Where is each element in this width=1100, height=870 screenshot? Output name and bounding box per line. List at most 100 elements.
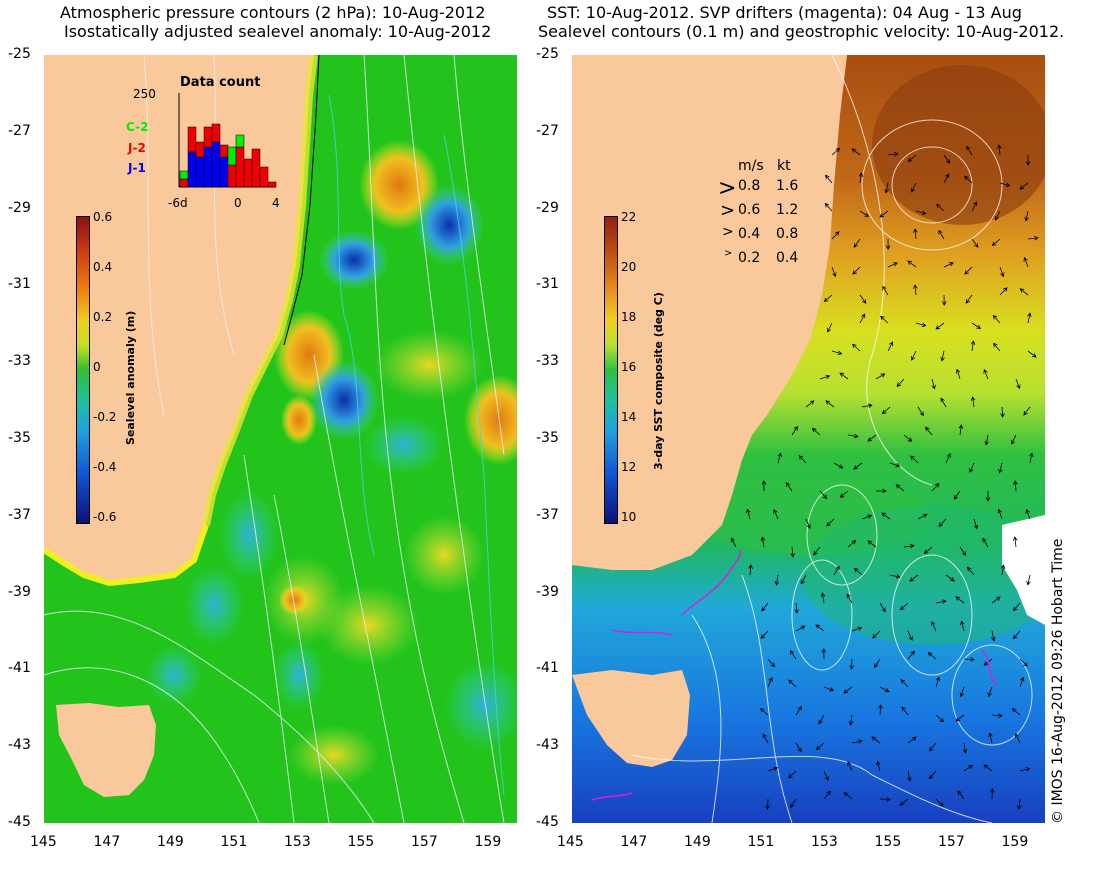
velocity-arrow [889,574,901,579]
velocity-arrow [1019,767,1031,772]
velocity-arrow [861,514,873,520]
velocity-arrow [955,596,965,604]
inset-bar [203,146,213,188]
velocity-arrow [907,260,917,268]
velocity-arrow [852,266,861,275]
velocity-arrow [900,679,909,688]
inset-bar [187,126,197,153]
velocity-arrow [759,707,769,716]
velocity-arrow [790,798,797,809]
velocity-arrow [879,602,886,613]
lat-tick-left: -39 [8,583,31,600]
velocity-arrow [938,229,945,240]
velocity-arrow [988,732,993,744]
velocity-arrow [960,620,965,632]
velocity-arrow [1000,564,1006,576]
velocity-arrow [1017,798,1022,810]
inset-bar [203,126,213,148]
velocity-arrow [818,714,825,725]
lat-tick-right: -25 [536,46,559,62]
velocity-arrow [1024,210,1029,222]
inset-bar [195,141,205,158]
velocity-arrow [935,599,947,604]
inset-bar [267,181,277,188]
velocity-arrow [907,770,912,782]
velocity-arrow [887,151,899,157]
velocity-arrow [966,566,975,576]
velocity-arrow [762,733,769,744]
lon-tick-left: 151 [220,834,248,850]
sst-colorbar [604,216,618,524]
velocity-arrow [899,798,909,806]
velocity-arrow [945,574,955,582]
velocity-arrow [887,262,898,268]
velocity-arrow [851,626,863,632]
velocity-arrow [923,546,933,555]
imos-credit: © IMOS 16-Aug-2012 09:26 Hobart Time [1050,538,1066,824]
velocity-arrow [859,313,866,324]
velocity-arrow [940,397,947,408]
velocity-arrow [879,797,891,802]
velocity-legend-kt: 1.6 [776,178,799,194]
lat-tick-left: -31 [8,276,31,293]
lat-tick-left: -35 [8,430,31,446]
velocity-arrow [879,315,889,324]
velocity-arrow [821,648,827,660]
sst-colorbar-label: 3-day SST composite (deg C) [652,292,665,470]
velocity-arrow [991,630,996,642]
sst-colorbar-tick: 14 [621,410,637,424]
lat-tick-left: -45 [8,814,31,830]
velocity-arrow [767,766,779,772]
velocity-arrow [1013,480,1018,492]
velocity-arrow [931,378,936,390]
velocity-arrow [971,201,978,212]
velocity-legend-kt: 0.4 [776,250,799,266]
lat-tick-left: -33 [8,353,31,370]
velocity-arrow [867,434,877,442]
lon-tick-right: 157 [938,834,965,850]
velocity-legend-ms: 0.2 [738,250,761,266]
velocity-arrow [945,453,951,464]
velocity-arrow [936,203,945,212]
velocity-arrow [823,790,831,800]
velocity-arrow [959,546,967,556]
sealevel-colorbar-label: Sealevel anomaly (m) [124,310,137,445]
velocity-arrow [966,145,973,156]
velocity-arrow [903,434,913,442]
lat-tick-right: -31 [536,276,559,293]
velocity-arrow [1027,350,1037,358]
velocity-arrow [998,462,1003,474]
velocity-arrow [819,374,831,380]
left-title-line2: Isostatically adjusted sealevel anomaly:… [64,22,492,41]
velocity-arrow [940,350,945,362]
velocity-arrow [991,596,1001,604]
velocity-arrow [795,742,802,753]
velocity-arrow [943,262,954,268]
velocity-arrow [839,490,849,498]
velocity-arrow [853,462,863,470]
velocity-arrow [928,770,937,780]
lat-tick-right: -41 [536,660,559,677]
velocity-arrow [789,650,797,660]
lon-tick-right: 149 [684,834,711,850]
lat-tick-right: -45 [536,814,559,830]
velocity-arrow [1015,378,1021,390]
velocity-legend-arrow: > [720,200,736,221]
velocity-arrow [907,630,913,641]
velocity-arrow [846,593,853,604]
velocity-arrow [761,480,767,492]
lon-tick-right: 153 [811,834,838,850]
velocity-arrow [831,266,837,278]
velocity-arrow [991,238,1001,246]
velocity-arrow [931,483,940,492]
velocity-arrow [983,764,993,772]
velocity-arrow [1012,536,1018,548]
velocity-arrow [955,368,961,380]
velocity-arrow [765,798,770,810]
velocity-arrow [833,565,840,576]
velocity-arrow [935,714,944,723]
lat-tick-right: -43 [536,737,559,754]
velocity-arrow [831,231,840,240]
velocity-arrow [885,238,891,250]
velocity-arrow [852,343,861,352]
